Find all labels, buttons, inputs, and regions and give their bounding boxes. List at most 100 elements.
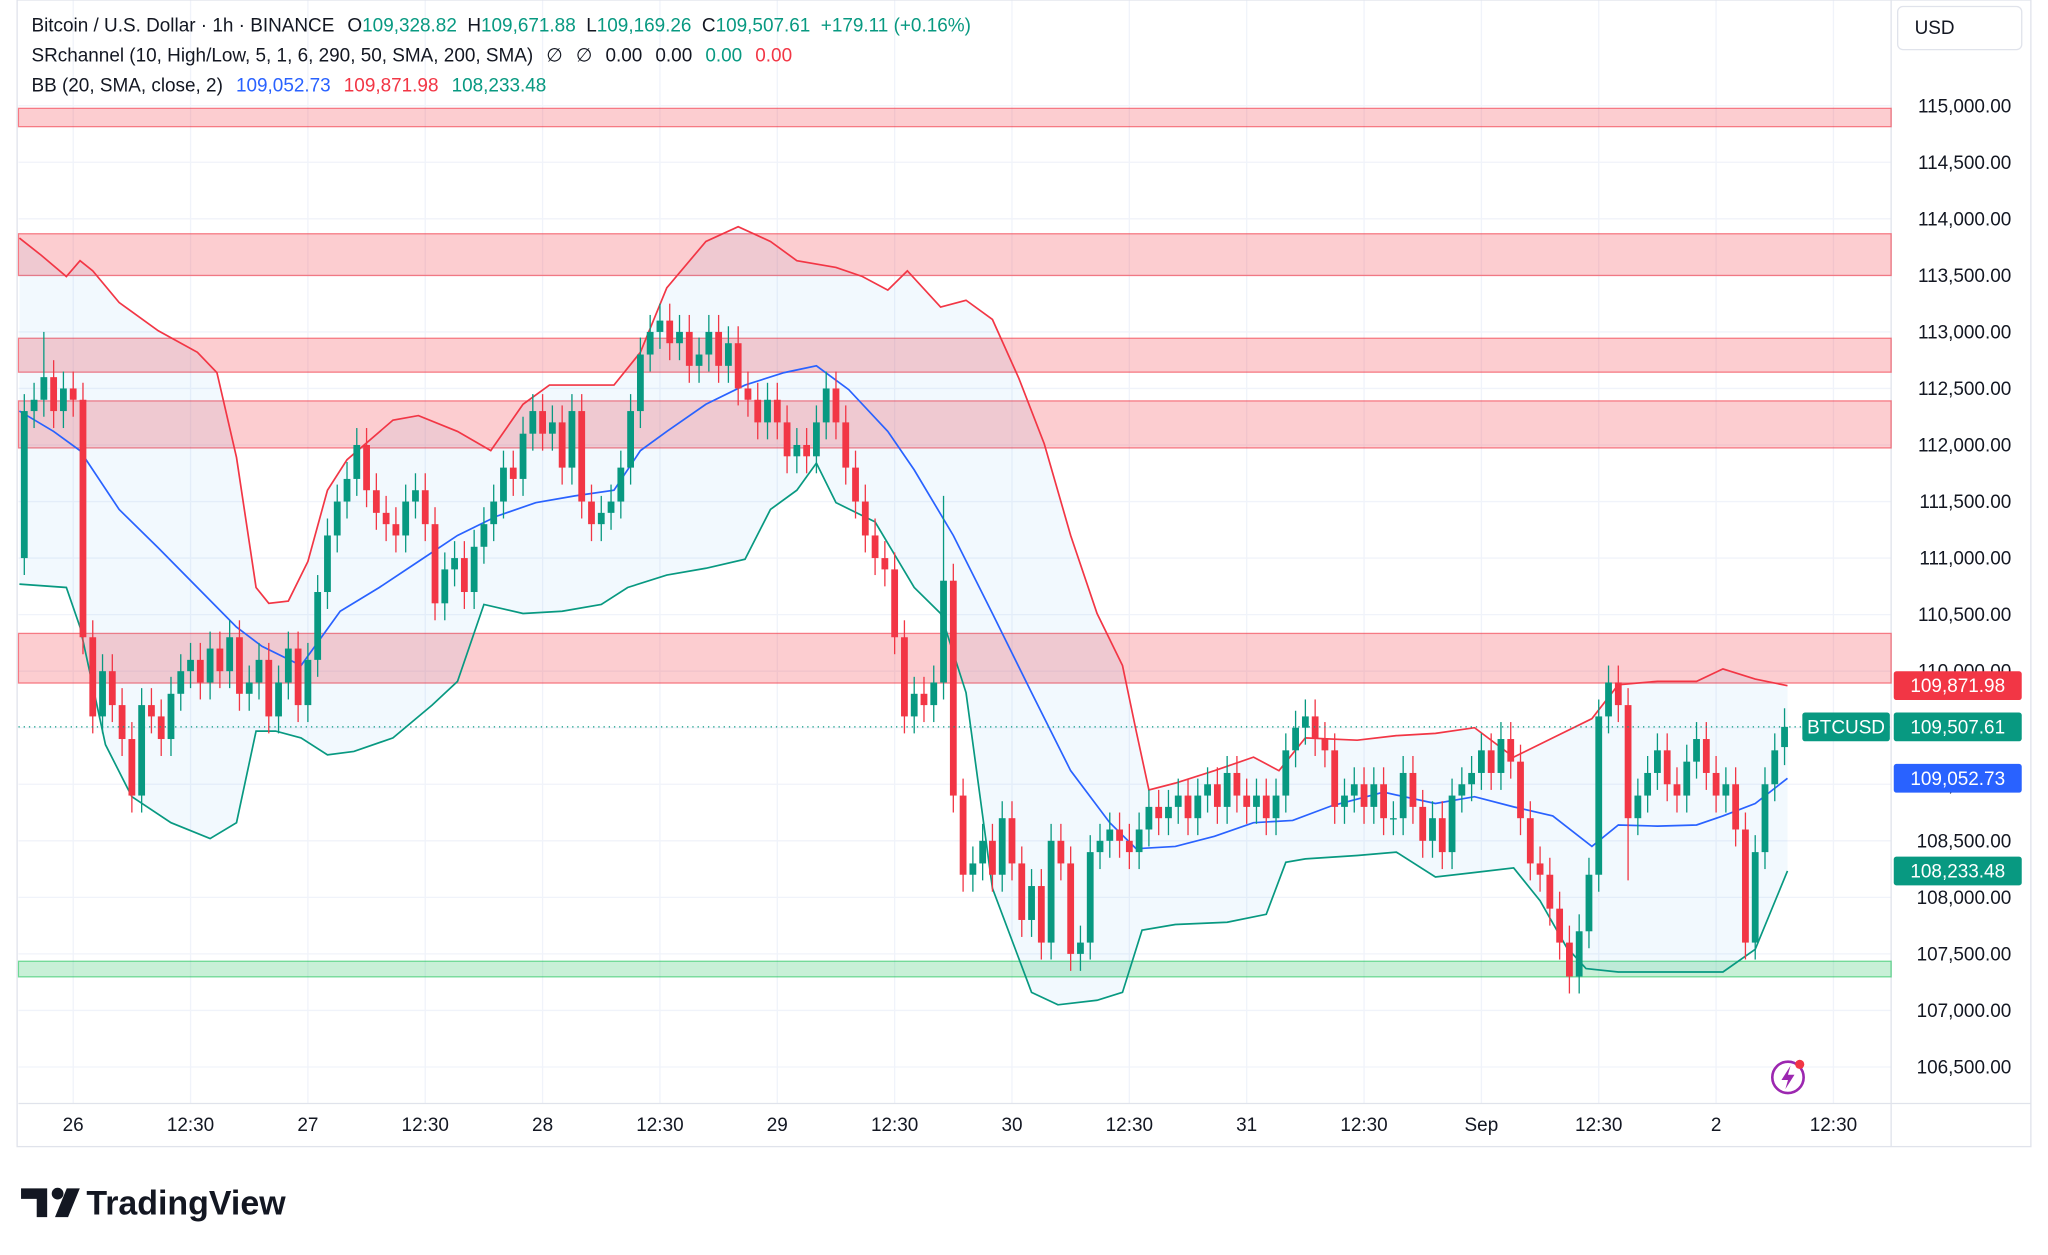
candle-body: [1096, 840, 1104, 853]
ohlc-label: L: [586, 15, 597, 36]
indicator-name[interactable]: SRchannel (10, High/Low, 5, 1, 6, 290, 5…: [31, 45, 533, 66]
candle-body: [460, 558, 468, 593]
candle-body: [832, 388, 840, 423]
candle-body: [216, 648, 224, 672]
candle-body: [813, 422, 820, 457]
indicator-value: 0.00: [605, 45, 642, 66]
candle-body: [392, 524, 400, 536]
candle-body: [1233, 772, 1241, 796]
candle-body: [1507, 739, 1515, 762]
candle-body: [108, 671, 116, 706]
change-value: +179.11 (+0.16%): [821, 15, 971, 36]
candle-body: [920, 693, 928, 706]
candle-body: [1477, 750, 1485, 773]
candle-body: [666, 320, 674, 344]
indicator-value: ∅: [576, 45, 592, 66]
indicator-value: 0.00: [705, 45, 742, 66]
alert-icon[interactable]: [1770, 1059, 1805, 1095]
candle-body: [1644, 772, 1652, 796]
y-tick-label: 108,000.00: [1917, 888, 2012, 909]
button-frame[interactable]: [1897, 5, 2023, 51]
plot-area: 106,500.00 107,000.00 107,500.00 108,000.00…: [17, 0, 2031, 1147]
indicator-name[interactable]: BB (20, SMA, close, 2): [31, 75, 222, 96]
x-tick-label: 30: [1001, 1115, 1022, 1136]
sr-zone: [17, 337, 1892, 373]
candle-body: [333, 501, 341, 536]
candle-body: [206, 648, 214, 683]
candle-body: [1213, 784, 1221, 807]
candle-body: [470, 546, 478, 593]
y-tick-label: 114,000.00: [1918, 209, 2011, 230]
candle-body: [744, 388, 752, 400]
candle-body: [1047, 840, 1055, 943]
candle-body: [1331, 750, 1339, 807]
candle-body: [852, 467, 859, 502]
price-label: 109,052.73: [1910, 769, 2005, 790]
candle-body: [1135, 829, 1143, 853]
logo-mark: [54, 1188, 80, 1218]
candle-body: [1399, 772, 1407, 819]
indicator-value: 109,052.73: [236, 75, 331, 96]
y-tick-label: 111,500.00: [1919, 492, 2011, 513]
icon-dot: [1795, 1059, 1805, 1069]
symbol-tag-box: [1802, 712, 1890, 742]
candle-body: [1517, 761, 1524, 819]
y-tick-label: 113,000.00: [1918, 322, 2011, 343]
candle-body: [519, 433, 527, 479]
candle-body: [1067, 863, 1075, 954]
candle-body: [363, 445, 370, 491]
ohlc-label: H: [467, 15, 481, 36]
candle-body: [1585, 874, 1593, 932]
candle-body: [324, 535, 331, 593]
candle-body: [284, 648, 292, 683]
indicator-value: 109,871.98: [344, 75, 439, 96]
x-tick-label: 12:30: [402, 1115, 449, 1136]
candle-body: [1536, 863, 1544, 875]
candle-body: [695, 354, 703, 366]
candle-body: [607, 501, 615, 513]
candle-body: [803, 445, 811, 457]
candle-body: [891, 569, 899, 638]
candle-body: [89, 637, 97, 717]
candle-body: [1673, 784, 1681, 796]
y-tick-label: 111,000.00: [1919, 549, 2011, 570]
y-tick-label: 114,500.00: [1918, 153, 2011, 174]
candle-body: [1614, 682, 1622, 706]
candle-body: [558, 422, 566, 468]
x-tick-label: 31: [1236, 1115, 1257, 1136]
x-tick-label: 28: [532, 1115, 553, 1136]
ohlc-value: 109,169.26: [597, 15, 692, 36]
price-label-box: [1893, 671, 2022, 701]
candle-body: [656, 320, 664, 332]
x-tick-label: 12:30: [871, 1115, 918, 1136]
candle-body: [1663, 750, 1671, 785]
brand-logo[interactable]: TradingView: [21, 1185, 286, 1223]
candle-body: [1389, 818, 1397, 820]
candle-body: [167, 693, 175, 740]
candle-body: [871, 535, 879, 559]
candle-body: [715, 331, 723, 366]
logo-text[interactable]: TradingView: [86, 1185, 286, 1223]
currency-button[interactable]: USD: [1897, 5, 2023, 51]
button-label[interactable]: USD: [1915, 18, 1955, 39]
candle-body: [1370, 784, 1378, 807]
candle-body: [1194, 795, 1202, 819]
candle-body: [490, 501, 498, 525]
candle-body: [1350, 784, 1358, 796]
candle-body: [910, 693, 918, 717]
candle-body: [1742, 829, 1749, 943]
candle-body: [627, 411, 635, 468]
ohlc-value: 109,507.61: [716, 15, 811, 36]
candle-body: [1282, 750, 1290, 796]
candle-body: [1712, 772, 1720, 796]
candle-body: [177, 671, 185, 694]
candle-body: [441, 569, 449, 604]
candle-body: [1526, 818, 1534, 864]
icon-bolt[interactable]: [1781, 1065, 1795, 1090]
candle-body: [734, 343, 742, 389]
candle-body: [1086, 852, 1094, 943]
candle-body: [1037, 886, 1045, 943]
candle-body: [1155, 806, 1163, 819]
x-tick-label: Sep: [1465, 1115, 1499, 1136]
